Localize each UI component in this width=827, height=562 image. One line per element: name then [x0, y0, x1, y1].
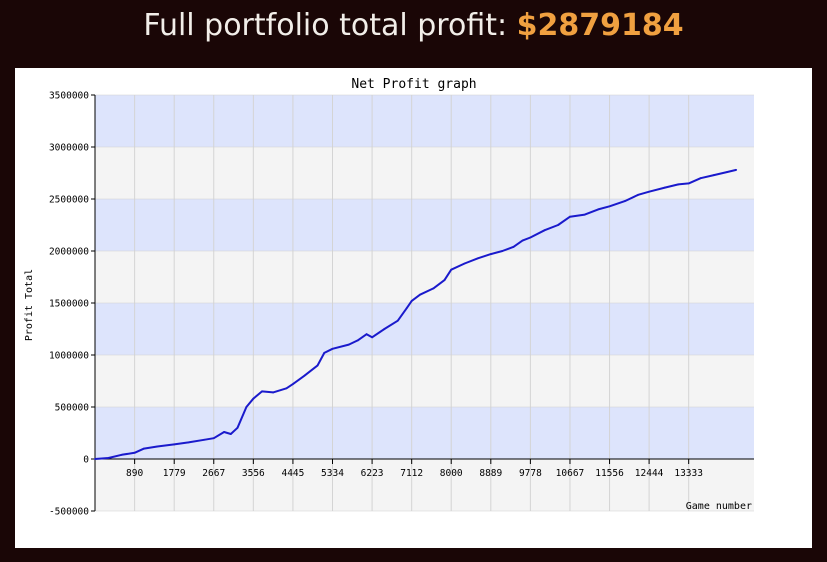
background-band [95, 251, 754, 303]
data-point [664, 186, 666, 189]
data-point [410, 300, 413, 302]
data-point [713, 174, 715, 176]
data-point [450, 268, 453, 271]
data-point [285, 387, 288, 390]
data-point [156, 445, 159, 448]
data-point [252, 397, 255, 400]
data-point [323, 352, 326, 354]
data-point [648, 190, 650, 193]
data-point [687, 182, 690, 185]
data-point [477, 257, 479, 260]
y-tick-label: 3500000 [49, 91, 89, 102]
data-point [236, 426, 239, 429]
data-point [365, 333, 368, 336]
x-tick-label: 6223 [361, 468, 384, 479]
x-tick-label: 11556 [595, 468, 624, 479]
data-point [432, 287, 435, 290]
x-tick-label: 8000 [440, 468, 463, 479]
x-tick-label: 5334 [321, 468, 344, 479]
y-axis-label: Profit Total [24, 269, 35, 341]
background-band [95, 95, 754, 147]
x-tick-label: 10667 [556, 468, 585, 479]
x-tick-label: 3556 [242, 468, 265, 479]
x-tick-label: 7112 [400, 468, 423, 479]
background-band [95, 459, 754, 511]
x-tick-label: 13333 [674, 468, 703, 479]
data-point [597, 208, 600, 211]
data-point [245, 406, 248, 408]
data-point [699, 177, 702, 180]
net-profit-chart: -500000 0 500000 1000000 1500000 2000000 25000… [24, 77, 754, 518]
data-point [512, 245, 515, 248]
x-axis-label: Game number [686, 501, 752, 512]
data-point [726, 171, 729, 173]
data-point [292, 383, 294, 386]
data-point [356, 339, 359, 342]
x-tick-label: 1779 [163, 468, 186, 479]
page-header: Full portfolio total profit: $2879184 [0, 0, 827, 60]
y-tick-label: 1500000 [49, 299, 89, 310]
data-point [229, 433, 232, 435]
y-tick-label: 1000000 [49, 351, 89, 362]
data-point [143, 447, 145, 450]
data-point [623, 200, 626, 202]
data-point [316, 364, 319, 367]
data-point [405, 307, 408, 310]
data-point [569, 215, 571, 218]
data-point [173, 443, 176, 446]
data-point [529, 236, 532, 239]
data-point [583, 213, 586, 216]
profit-series-line [94, 168, 737, 460]
data-point [371, 336, 373, 339]
data-point [677, 183, 680, 186]
data-point [501, 250, 504, 252]
total-profit-value: $2879184 [516, 8, 684, 43]
data-point [133, 451, 136, 454]
y-tick-label: 500000 [55, 403, 90, 414]
data-point [120, 453, 123, 456]
data-point [419, 293, 421, 296]
data-point [223, 431, 226, 433]
header-label: Full portfolio total profit: [143, 8, 508, 43]
data-point [272, 391, 275, 394]
y-tick-label: -500000 [49, 507, 89, 518]
background-band [95, 303, 754, 355]
chart-title: Net Profit graph [351, 77, 476, 92]
data-point [396, 319, 399, 322]
chart-panel: -500000 0 500000 1000000 1500000 2000000 25000… [15, 68, 812, 548]
data-point [203, 438, 205, 441]
data-point [608, 205, 611, 208]
data-point [261, 390, 263, 393]
data-point [303, 374, 306, 377]
x-tick-label: 2667 [202, 468, 225, 479]
data-point [187, 441, 190, 444]
x-tick-label: 12444 [635, 468, 664, 479]
data-point [347, 343, 350, 346]
data-point [212, 437, 215, 440]
x-tick-label: 8889 [479, 468, 502, 479]
data-point [637, 193, 640, 196]
background-band [95, 407, 754, 459]
y-tick-label: 3000000 [49, 143, 89, 154]
data-point [489, 253, 492, 256]
data-point [331, 347, 334, 350]
x-tick-label: 9778 [519, 468, 542, 479]
data-point [107, 457, 110, 459]
data-point [521, 239, 524, 242]
y-tick-label: 0 [83, 455, 89, 466]
x-tick-label: 890 [126, 468, 143, 479]
data-point [735, 168, 738, 171]
background-band [95, 147, 754, 199]
y-tick-label: 2500000 [49, 195, 89, 206]
x-tick-label: 4445 [281, 468, 304, 479]
data-point [557, 224, 559, 226]
data-point [443, 279, 446, 282]
data-point [383, 328, 386, 330]
data-point [543, 229, 546, 232]
y-tick-label: 2000000 [49, 247, 89, 258]
background-band [95, 355, 754, 407]
data-point [94, 458, 96, 460]
background-band [95, 199, 754, 251]
data-point [463, 262, 466, 265]
